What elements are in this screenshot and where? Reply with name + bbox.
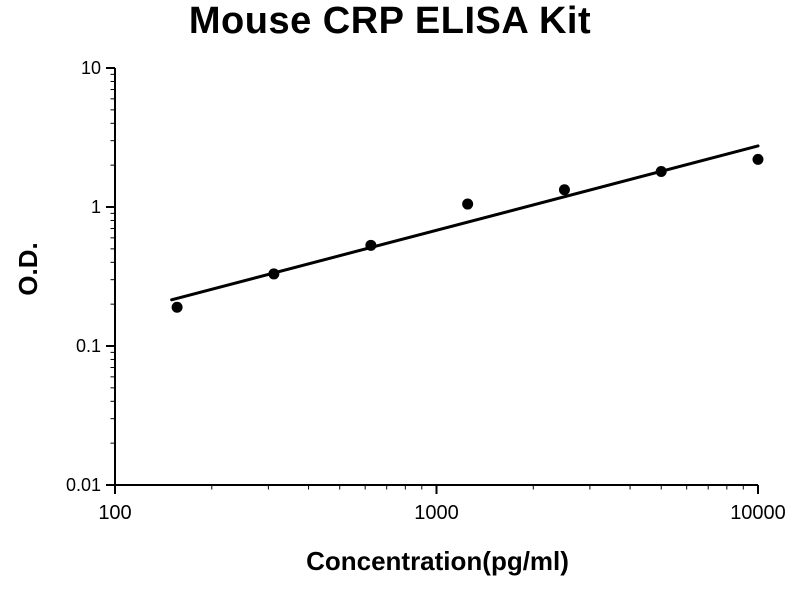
data-point — [171, 301, 183, 313]
x-tick-label: 10000 — [730, 502, 786, 524]
x-axis-label: Concentration(pg/ml) — [306, 546, 569, 576]
chart-title: Mouse CRP ELISA Kit — [188, 0, 592, 42]
fit-line — [170, 144, 760, 302]
axis-lines — [114, 68, 758, 486]
y-tick-label: 10 — [81, 58, 101, 78]
y-tick-label: 0.1 — [76, 336, 101, 356]
data-point — [462, 198, 474, 210]
y-tick-label: 1 — [91, 197, 101, 217]
data-point — [558, 184, 570, 196]
x-tick-label: 100 — [98, 502, 131, 524]
data-point — [752, 153, 764, 165]
y-tick-label: 0.01 — [66, 475, 101, 495]
x-tick-label: 1000 — [414, 502, 459, 524]
